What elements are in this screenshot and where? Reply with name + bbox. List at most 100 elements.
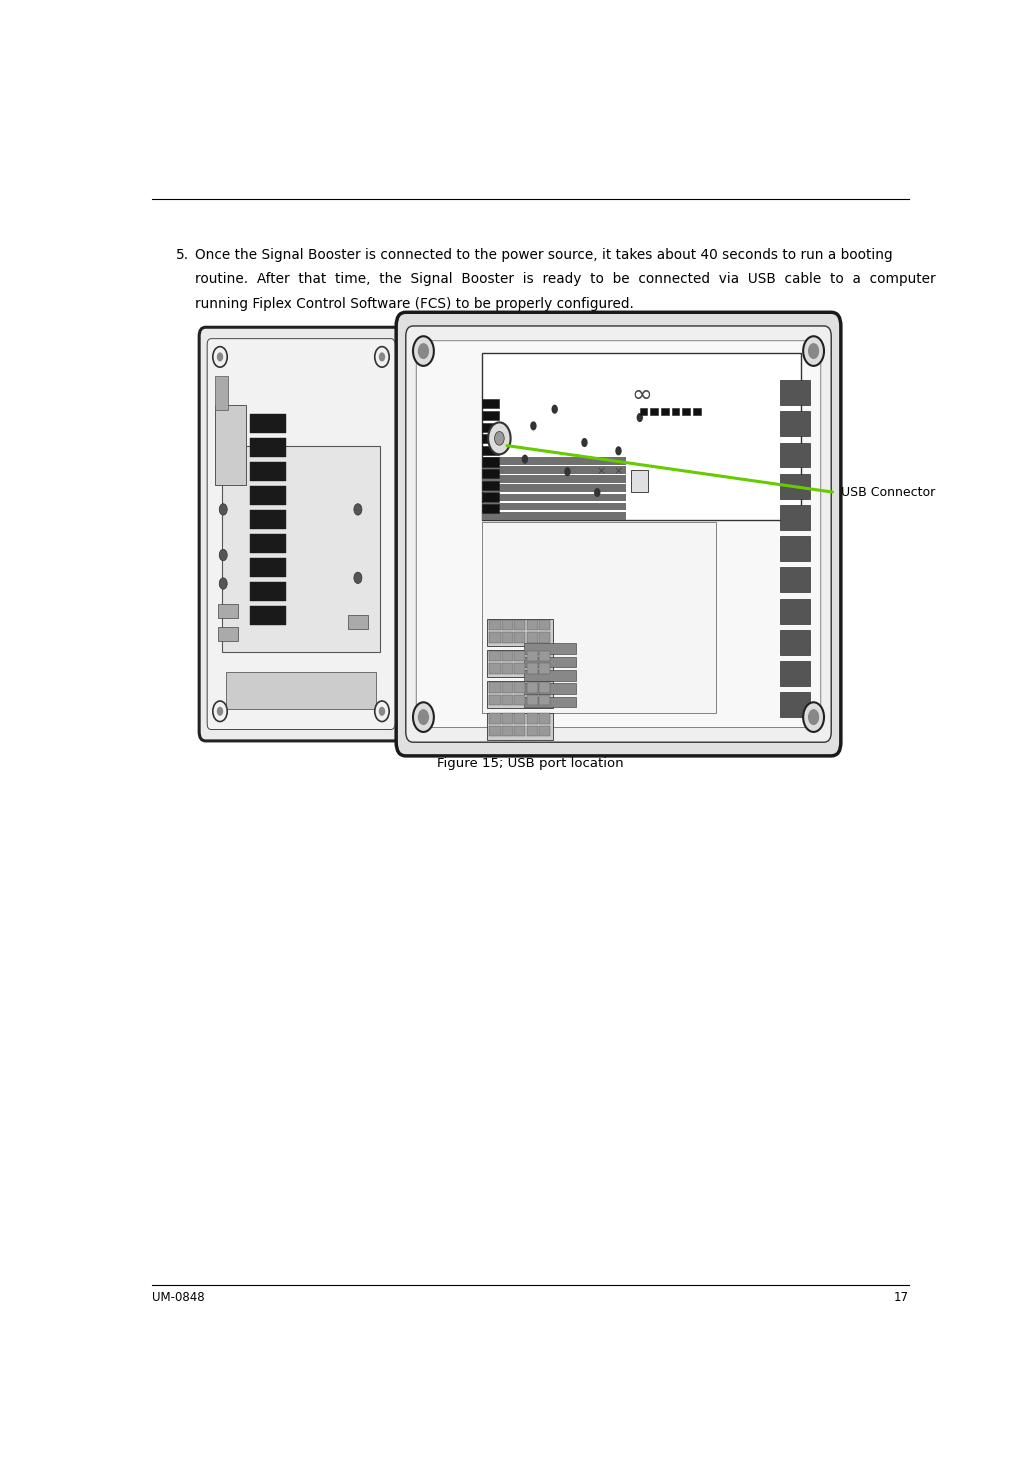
Circle shape — [495, 431, 504, 446]
Bar — [514, 726, 526, 736]
Bar — [490, 683, 501, 693]
Text: ∞: ∞ — [631, 382, 652, 407]
Circle shape — [375, 701, 389, 721]
Bar — [780, 536, 810, 561]
Bar — [514, 663, 526, 674]
Bar — [482, 410, 499, 421]
Circle shape — [530, 421, 536, 431]
Bar — [539, 652, 551, 662]
FancyBboxPatch shape — [416, 341, 821, 727]
Bar — [482, 422, 499, 431]
FancyBboxPatch shape — [207, 339, 394, 730]
Bar — [482, 511, 626, 520]
Bar — [502, 726, 513, 736]
Circle shape — [615, 446, 622, 455]
Circle shape — [219, 578, 228, 589]
Text: UM-0848: UM-0848 — [152, 1291, 205, 1305]
Bar — [661, 407, 669, 416]
Bar — [780, 381, 810, 404]
Bar — [672, 407, 679, 416]
Bar — [482, 400, 499, 409]
Bar — [482, 504, 499, 514]
Bar — [249, 606, 286, 625]
Text: routine.  After  that  time,  the  Signal  Booster  is  ready  to  be  connected: routine. After that time, the Signal Boo… — [196, 273, 936, 286]
Bar — [490, 632, 501, 643]
Circle shape — [379, 706, 385, 715]
Bar — [514, 619, 526, 629]
Circle shape — [552, 404, 558, 413]
Bar — [502, 683, 513, 693]
Circle shape — [803, 702, 824, 732]
Bar — [249, 533, 286, 552]
Bar — [482, 521, 716, 712]
Text: Once the Signal Booster is connected to the power source, it takes about 40 seco: Once the Signal Booster is connected to … — [196, 247, 893, 262]
Text: USB Connector: USB Connector — [840, 486, 935, 499]
Bar — [539, 726, 551, 736]
Text: Figure 15; USB port location: Figure 15; USB port location — [437, 757, 624, 770]
Bar — [217, 626, 238, 641]
Bar — [482, 481, 499, 490]
Bar — [490, 652, 501, 662]
Bar — [482, 475, 626, 483]
Bar — [527, 683, 538, 693]
Circle shape — [808, 709, 820, 726]
Circle shape — [594, 487, 600, 498]
Circle shape — [216, 706, 224, 715]
Bar — [482, 484, 626, 492]
Circle shape — [219, 504, 228, 515]
Bar — [502, 632, 513, 643]
Bar — [780, 598, 810, 624]
Bar — [502, 663, 513, 674]
Bar — [525, 683, 575, 695]
Circle shape — [216, 352, 224, 361]
Bar — [693, 407, 701, 416]
Bar — [221, 446, 380, 652]
Bar — [525, 643, 575, 655]
Bar — [487, 619, 553, 646]
Bar — [539, 714, 551, 724]
Bar — [226, 672, 377, 709]
Bar — [348, 616, 368, 629]
Bar — [482, 469, 499, 478]
Bar — [525, 696, 575, 708]
Bar — [539, 683, 551, 693]
Circle shape — [803, 336, 824, 366]
Bar — [780, 474, 810, 499]
Bar — [487, 712, 553, 739]
Bar — [482, 458, 499, 467]
Bar — [514, 652, 526, 662]
Circle shape — [413, 702, 434, 732]
Circle shape — [582, 438, 588, 447]
Circle shape — [418, 709, 430, 726]
Bar — [482, 446, 499, 455]
Bar — [527, 632, 538, 643]
Bar — [249, 486, 286, 505]
Circle shape — [375, 347, 389, 367]
Bar — [780, 443, 810, 468]
Circle shape — [418, 344, 430, 358]
Bar — [631, 469, 648, 493]
Text: 17: 17 — [894, 1291, 909, 1305]
FancyBboxPatch shape — [199, 327, 403, 740]
Bar — [539, 619, 551, 629]
Bar — [650, 407, 658, 416]
Text: running Fiplex Control Software (FCS) to be properly configured.: running Fiplex Control Software (FCS) to… — [196, 296, 634, 311]
Bar — [780, 567, 810, 592]
Circle shape — [808, 344, 820, 358]
Bar — [482, 352, 801, 520]
Bar — [514, 714, 526, 724]
Bar — [487, 650, 553, 677]
Bar — [487, 681, 553, 708]
Bar — [249, 462, 286, 481]
Bar — [527, 619, 538, 629]
Bar — [490, 726, 501, 736]
Bar — [539, 663, 551, 674]
Bar — [490, 619, 501, 629]
Bar — [527, 726, 538, 736]
Circle shape — [564, 467, 570, 477]
Bar — [527, 695, 538, 705]
Bar — [249, 558, 286, 578]
Bar — [527, 663, 538, 674]
Bar — [780, 692, 810, 717]
Bar — [482, 493, 626, 502]
